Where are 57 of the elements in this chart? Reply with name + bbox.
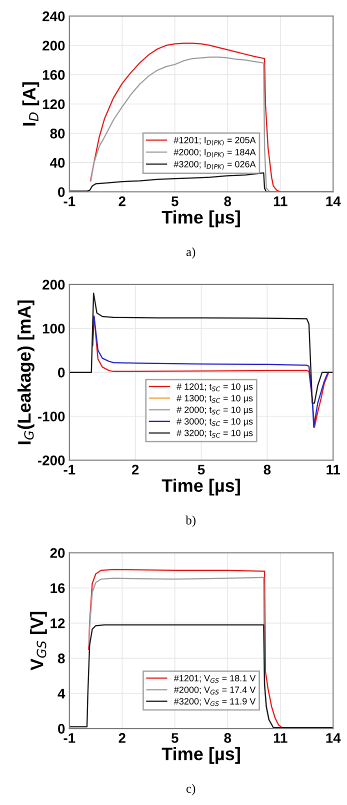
text: c): [186, 784, 196, 796]
y-tick-label: 0: [58, 187, 65, 198]
x-axis-title: Time [µs]: [162, 478, 240, 496]
y-tick-label: 0: [58, 368, 65, 378]
x-axis-title: Time [µs]: [162, 747, 240, 764]
x-tick-label: 8: [264, 464, 271, 475]
y-tick-label: -200: [38, 456, 65, 466]
x-tick-label: 5: [198, 464, 205, 475]
line-series: [88, 568, 283, 728]
y-tick-label: -100: [38, 412, 65, 422]
x-tick-label: 14: [326, 733, 341, 743]
legend-label: # 1300; t$_{SC}$ = 10 µs: [176, 394, 253, 404]
x-tick-label: 11: [326, 464, 340, 474]
x-tick-label: -1: [64, 464, 76, 474]
text: b): [186, 516, 196, 528]
y-tick-label: 0: [58, 724, 65, 734]
y-tick-label: 40: [50, 158, 65, 168]
legend-label: # 3000; t$_{SC}$ = 10 µs: [176, 418, 253, 426]
x-tick-label: -1: [64, 733, 76, 743]
y-axis-title: I$_{G}$(Leakage) [mA]: [18, 300, 34, 444]
x-tick-label: 2: [118, 196, 126, 206]
legend-label: # 3200; t$_{SC}$ = 10 µs: [176, 430, 253, 438]
y-tick-label: 120: [42, 99, 65, 110]
legend-label: #2000; V$_{GS}$ = 17.4 V: [174, 686, 256, 694]
legend-label: #1201; V$_{GS}$ = 18.1 V: [174, 674, 256, 683]
x-tick-label: 8: [224, 733, 232, 743]
x-tick-label: 5: [171, 733, 178, 743]
legend-label: #2000; I$_{D(PK)}$ = 184A: [174, 148, 256, 158]
legend-label: # 1201; t$_{SC}$ = 10 µs: [176, 383, 253, 392]
x-tick-label: 8: [224, 196, 232, 206]
x-tick-label: 2: [132, 464, 139, 474]
line-series: [69, 292, 334, 404]
y-axis-title: I$_{D}$ [A]: [22, 82, 40, 126]
x-axis-title: Time [µs]: [162, 210, 240, 228]
y-tick-label: 4: [58, 688, 66, 698]
legend-label: # 2000; t$_{SC}$ = 10 µs: [176, 406, 253, 415]
y-tick-label: 20: [50, 548, 65, 558]
x-tick-label: 2: [118, 733, 126, 743]
y-tick-label: 100: [42, 324, 65, 334]
y-tick-label: 16: [50, 583, 65, 594]
y-tick-label: 12: [50, 618, 65, 628]
legend-label: #1201; I$_{D(PK)}$ = 205A: [174, 136, 256, 146]
legend-label: #3200; I$_{D(PK)}$ = 026A: [174, 161, 256, 170]
x-tick-label: 11: [274, 733, 288, 743]
y-tick-label: 200: [42, 280, 65, 290]
y-tick-label: 240: [42, 11, 65, 22]
text: a): [186, 247, 196, 259]
y-tick-label: 160: [42, 70, 65, 80]
x-tick-label: 11: [274, 196, 288, 206]
y-tick-label: 80: [50, 128, 65, 138]
y-tick-label: 8: [58, 654, 65, 664]
x-tick-label: -1: [64, 196, 76, 206]
y-tick-label: 200: [42, 40, 65, 51]
y-axis-title: V$_{GS}$ [V]: [30, 612, 47, 670]
x-tick-label: 14: [326, 196, 341, 206]
legend-label: #3200; V$_{GS}$ = 11.9 V: [174, 698, 256, 706]
x-tick-label: 5: [171, 196, 178, 206]
